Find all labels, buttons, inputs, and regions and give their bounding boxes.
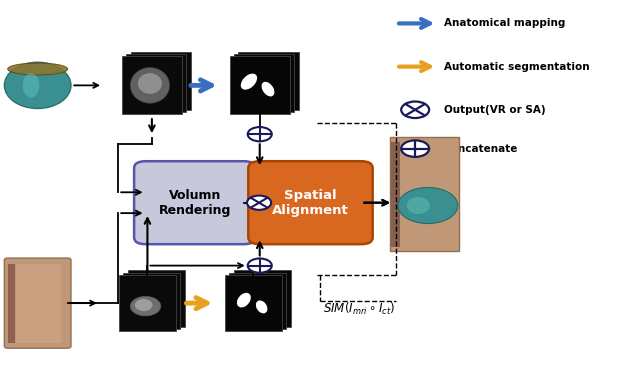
Bar [128, 271, 185, 327]
Text: Automatic segmentation: Automatic segmentation [444, 62, 589, 72]
Bar [126, 54, 186, 112]
Ellipse shape [22, 73, 39, 98]
Ellipse shape [406, 197, 430, 214]
Bar [119, 275, 176, 331]
FancyBboxPatch shape [4, 258, 71, 348]
Bar [239, 52, 299, 110]
Bar [234, 271, 291, 327]
Text: Spatial
Alignment: Spatial Alignment [272, 189, 349, 217]
Text: Anatomical mapping: Anatomical mapping [444, 18, 565, 29]
Ellipse shape [398, 187, 458, 224]
Ellipse shape [262, 82, 275, 96]
Bar [122, 56, 182, 114]
Ellipse shape [138, 73, 162, 94]
Circle shape [401, 101, 429, 118]
Ellipse shape [237, 293, 251, 307]
Bar [16, 264, 61, 343]
Ellipse shape [241, 74, 257, 90]
Text: Concatenate: Concatenate [444, 144, 518, 154]
Text: Volumn
Rendering: Volumn Rendering [159, 189, 231, 217]
Ellipse shape [135, 299, 152, 311]
Bar [234, 54, 294, 112]
Bar [229, 273, 286, 329]
Ellipse shape [256, 301, 268, 313]
Ellipse shape [131, 296, 161, 316]
Text: Output(VR or SA): Output(VR or SA) [444, 105, 545, 115]
FancyBboxPatch shape [390, 137, 460, 251]
Bar [225, 275, 282, 331]
Bar [392, 142, 400, 247]
Ellipse shape [4, 62, 71, 109]
FancyBboxPatch shape [134, 161, 255, 244]
Circle shape [248, 258, 272, 273]
Bar [131, 52, 191, 110]
Circle shape [248, 127, 272, 141]
Bar [124, 273, 180, 329]
Ellipse shape [8, 63, 68, 75]
Bar [8, 264, 15, 343]
Bar [230, 56, 290, 114]
FancyBboxPatch shape [248, 161, 372, 244]
Ellipse shape [131, 67, 170, 103]
Text: SIM$(I_{mri}\circ I_{ct})$: SIM$(I_{mri}\circ I_{ct})$ [323, 301, 396, 317]
Circle shape [401, 140, 429, 157]
Circle shape [247, 195, 271, 210]
